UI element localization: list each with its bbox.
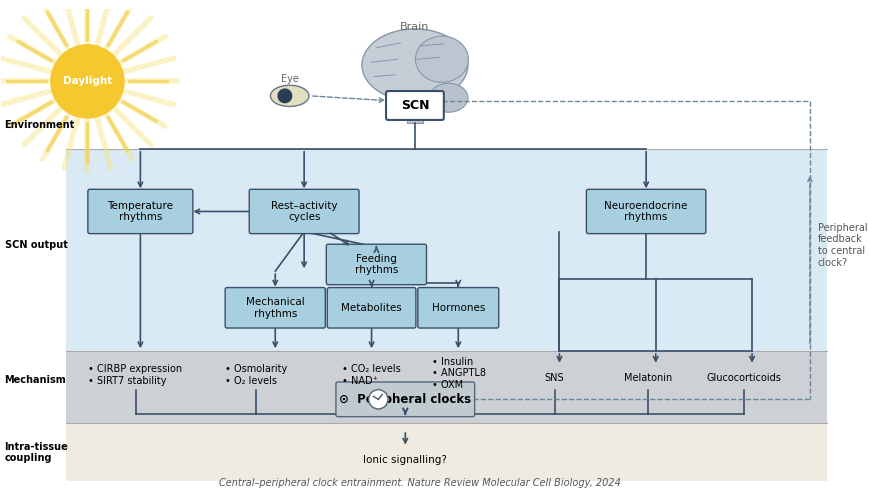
FancyBboxPatch shape (417, 288, 498, 328)
Text: Rest–activity
cycles: Rest–activity cycles (270, 200, 337, 222)
Text: SNS: SNS (544, 373, 564, 383)
Text: Neuroendocrine
rhythms: Neuroendocrine rhythms (604, 200, 687, 222)
Bar (66, 149, 826, 351)
Text: Intra-tissue
coupling: Intra-tissue coupling (4, 442, 69, 463)
Text: Mechanism: Mechanism (4, 375, 66, 385)
Bar (66, 351, 826, 424)
Ellipse shape (270, 86, 308, 106)
Circle shape (368, 390, 388, 409)
Text: Temperature
rhythms: Temperature rhythms (107, 200, 173, 222)
Circle shape (50, 45, 124, 118)
FancyBboxPatch shape (249, 190, 359, 234)
Text: Environment: Environment (4, 120, 75, 130)
Text: Peripheral
feedback
to central
clock?: Peripheral feedback to central clock? (817, 223, 866, 268)
Text: Central–peripheral clock entrainment. Nature Review Molecular Cell Biology, 2024: Central–peripheral clock entrainment. Na… (219, 478, 620, 488)
Text: Eye: Eye (281, 74, 298, 84)
FancyBboxPatch shape (327, 288, 415, 328)
Bar (66, 424, 826, 481)
FancyBboxPatch shape (586, 190, 705, 234)
Text: Glucocorticoids: Glucocorticoids (706, 373, 781, 383)
Text: SCN output: SCN output (4, 240, 67, 250)
Text: Daylight: Daylight (63, 76, 112, 86)
Ellipse shape (415, 36, 468, 82)
FancyBboxPatch shape (88, 190, 193, 234)
Ellipse shape (362, 29, 468, 101)
Text: • Osmolarity
• O₂ levels: • Osmolarity • O₂ levels (224, 364, 287, 386)
Circle shape (278, 89, 291, 102)
Text: • Insulin
• ANGPTL8
• OXM: • Insulin • ANGPTL8 • OXM (432, 356, 486, 390)
Text: Melatonin: Melatonin (623, 373, 672, 383)
Text: ⊙  Peripheral clocks: ⊙ Peripheral clocks (339, 393, 471, 406)
FancyBboxPatch shape (386, 91, 443, 120)
FancyBboxPatch shape (225, 288, 325, 328)
Text: • CO₂ levels
• NAD⁺: • CO₂ levels • NAD⁺ (342, 364, 401, 386)
Text: • CIRBP expression
• SIRT7 stability: • CIRBP expression • SIRT7 stability (89, 364, 182, 386)
Bar (407, 104, 422, 123)
Text: Hormones: Hormones (431, 303, 484, 313)
FancyBboxPatch shape (326, 244, 426, 284)
Text: Ionic signalling?: Ionic signalling? (363, 455, 447, 465)
Text: Brain: Brain (400, 22, 429, 32)
Text: Mechanical
rhythms: Mechanical rhythms (246, 297, 304, 318)
FancyBboxPatch shape (335, 382, 474, 416)
Text: Feeding
rhythms: Feeding rhythms (355, 254, 398, 276)
Text: SCN: SCN (401, 99, 428, 112)
Ellipse shape (429, 84, 468, 112)
Text: Metabolites: Metabolites (341, 303, 401, 313)
